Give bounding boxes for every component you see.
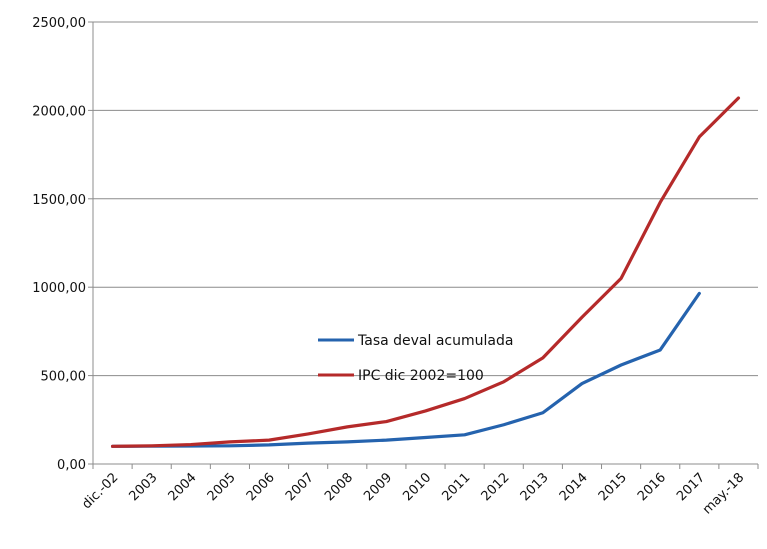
series-line-0	[110, 291, 701, 448]
y-tick-label-5: 2500,00	[32, 16, 86, 31]
series-line-1	[110, 96, 741, 448]
y-tick-label-2: 1000,00	[32, 281, 86, 296]
y-tick-label-0: 0,00	[57, 458, 86, 473]
axes	[92, 22, 758, 465]
y-axis-ticks: 0,00 500,00 1000,00 1500,00 2000,00 2500,00	[32, 16, 93, 473]
y-tick-label-3: 1500,00	[32, 193, 86, 208]
legend: Tasa deval acumulada IPC dic 2002=100	[318, 333, 513, 384]
legend-label-tasa: Tasa deval acumulada	[357, 333, 513, 349]
y-tick-label-4: 2000,00	[32, 104, 86, 119]
series-lines	[110, 96, 741, 448]
y-tick-label-1: 500,00	[41, 370, 87, 385]
legend-label-ipc: IPC dic 2002=100	[358, 368, 484, 384]
